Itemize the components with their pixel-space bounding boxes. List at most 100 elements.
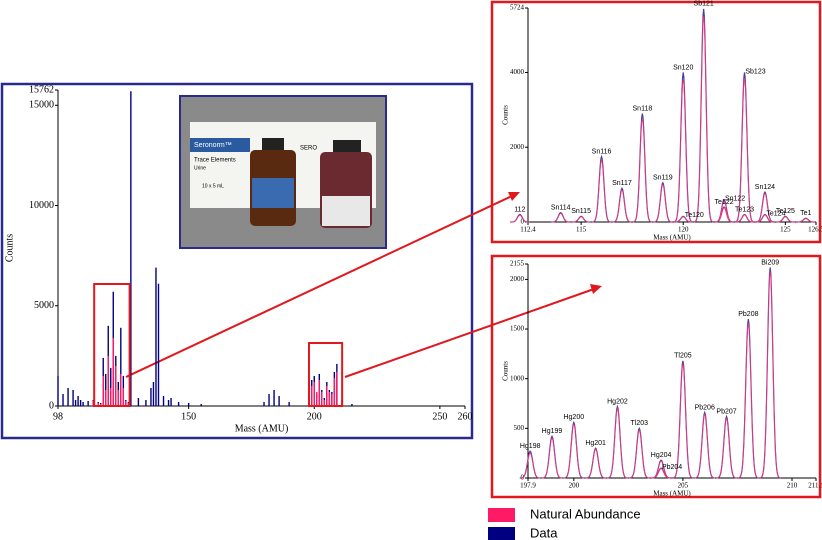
arrow xyxy=(125,195,513,378)
peak-label: Te120 xyxy=(685,212,704,219)
x-tick-label: 150 xyxy=(181,411,196,422)
peak xyxy=(716,417,737,479)
y-tick-label: 5724 xyxy=(510,4,525,12)
x-tick-label: 260 xyxy=(458,411,473,422)
y-tick-label: 2000 xyxy=(510,143,525,151)
x-tick-label: 115 xyxy=(576,226,587,234)
label-band xyxy=(190,138,250,152)
peak xyxy=(628,429,650,479)
arrowhead xyxy=(590,284,602,294)
photo-text: 10 x 5 mL xyxy=(202,183,224,189)
x-tick-label: 125 xyxy=(780,226,791,234)
x-tick-label: 112.4 xyxy=(520,226,536,234)
peak xyxy=(734,214,755,223)
peak xyxy=(571,216,591,223)
x-axis-label: Mass (AMU) xyxy=(235,423,289,434)
y-axis-label: Counts xyxy=(502,361,510,381)
peak xyxy=(519,452,541,479)
bottle-label xyxy=(252,178,294,208)
peak-label: Pb207 xyxy=(716,408,736,415)
inset-frame xyxy=(490,254,822,499)
peak xyxy=(734,78,755,223)
inset-frame xyxy=(490,0,822,244)
photo-text: SERO xyxy=(300,146,317,152)
x-tick-label: 250 xyxy=(432,411,447,422)
y-tick-label: 0 xyxy=(49,400,54,411)
y-tick-label: 0 xyxy=(521,218,525,226)
y-tick-label: 15000 xyxy=(29,100,54,111)
peak-label: Sn116 xyxy=(592,148,612,155)
peak-label: Sn119 xyxy=(653,175,673,182)
y-tick-label: 1000 xyxy=(510,374,525,382)
peak xyxy=(693,16,714,223)
y-tick-label: 2155 xyxy=(510,260,525,268)
y-tick-label: 15762 xyxy=(29,84,54,95)
peak xyxy=(541,437,563,479)
peak xyxy=(673,79,693,223)
arrows xyxy=(125,192,602,378)
peak-label: Sb123 xyxy=(745,68,765,75)
y-tick-label: 10000 xyxy=(29,200,54,211)
arrow xyxy=(344,288,595,378)
peak-label: Pb208 xyxy=(738,311,758,318)
y-tick-label: 4000 xyxy=(510,68,525,76)
peak xyxy=(607,407,628,479)
peak-label: Hg199 xyxy=(542,428,563,435)
y-axis-label: Counts xyxy=(4,234,15,262)
peak-label: Sn115 xyxy=(571,208,591,215)
peak-label: Te123 xyxy=(735,206,754,213)
y-axis-label: Counts xyxy=(502,105,510,125)
x-tick-label: 211.1 xyxy=(808,482,822,490)
peak-label: Pb204 xyxy=(662,464,682,471)
y-tick-label: 1500 xyxy=(510,325,525,333)
peak xyxy=(755,214,775,223)
peak-label: Hg201 xyxy=(585,440,606,447)
peak xyxy=(694,413,716,479)
peak xyxy=(775,216,795,223)
peak-label: Sn114 xyxy=(551,204,571,211)
peak xyxy=(737,323,759,479)
peak-label: Te1 xyxy=(800,210,811,217)
peak xyxy=(563,423,585,479)
peak-label: Bi209 xyxy=(761,259,779,266)
peak xyxy=(672,363,694,479)
peak-label: Hg198 xyxy=(520,443,541,450)
photo-text: Urine xyxy=(194,165,206,171)
x-tick-label: 200 xyxy=(569,482,580,490)
photo: Seronorm™ Trace Elements Urine SERO 10 x… xyxy=(179,95,387,249)
x-axis-label: Mass (AMU) xyxy=(653,234,691,242)
x-tick-label: 120 xyxy=(678,226,689,234)
peak-label: Sn124 xyxy=(755,184,775,191)
peak xyxy=(612,189,632,223)
x-tick-label: 126.5 xyxy=(808,226,822,234)
peak-label: Sn122 xyxy=(725,195,745,202)
legend-label: Data xyxy=(530,525,558,540)
peak xyxy=(510,214,530,223)
legend-swatch xyxy=(488,508,515,522)
peak xyxy=(653,183,673,223)
peak xyxy=(673,216,693,223)
peak xyxy=(755,192,775,223)
arrowhead xyxy=(508,192,520,201)
peak xyxy=(591,158,612,223)
peak-label: Pb206 xyxy=(695,404,715,411)
zoom-box xyxy=(93,283,131,407)
peak-label: 112 xyxy=(514,206,525,213)
x-tick-label: 205 xyxy=(678,482,689,490)
legend-label: Natural Abundance xyxy=(530,506,641,521)
peak xyxy=(650,468,672,479)
peak-label: Hg202 xyxy=(607,398,628,405)
peak-label: Tl203 xyxy=(631,420,649,427)
peak xyxy=(551,212,571,223)
y-tick-label: 5000 xyxy=(34,300,54,311)
peak xyxy=(632,119,653,223)
peak xyxy=(585,448,607,479)
x-tick-label: 98 xyxy=(53,411,63,422)
photo-text: Trace Elements xyxy=(194,158,236,164)
peak-label: Te124 xyxy=(766,210,785,217)
bottle-cap xyxy=(333,140,361,154)
y-tick-label: 2000 xyxy=(510,275,525,283)
x-tick-label: 200 xyxy=(307,411,322,422)
x-tick-label: 197.9 xyxy=(520,482,536,490)
